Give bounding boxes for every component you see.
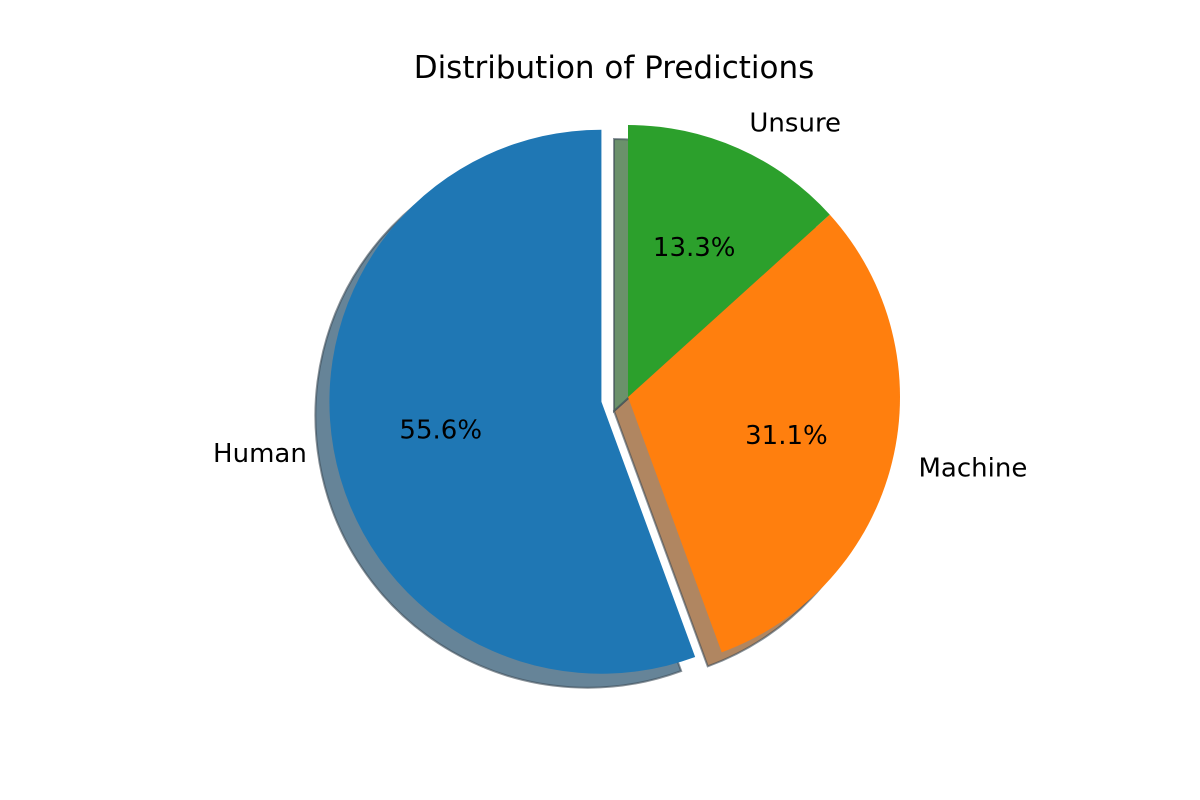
slice-label-machine: Machine	[918, 454, 1027, 484]
slices-group	[329, 125, 901, 674]
pct-label-human: 55.6%	[399, 415, 482, 445]
pct-label-unsure: 13.3%	[653, 233, 736, 263]
pct-label-machine: 31.1%	[745, 421, 828, 451]
slice-label-human: Human	[213, 439, 307, 469]
pie-slice-machine	[628, 214, 901, 653]
pie-slice-unsure	[628, 125, 830, 397]
chart-title: Distribution of Predictions	[414, 50, 815, 86]
labels-group: 55.6% Human 31.1% Machine 13.3% Unsure	[213, 109, 1027, 484]
pie-slice-human	[329, 129, 696, 674]
slice-label-unsure: Unsure	[749, 109, 841, 139]
